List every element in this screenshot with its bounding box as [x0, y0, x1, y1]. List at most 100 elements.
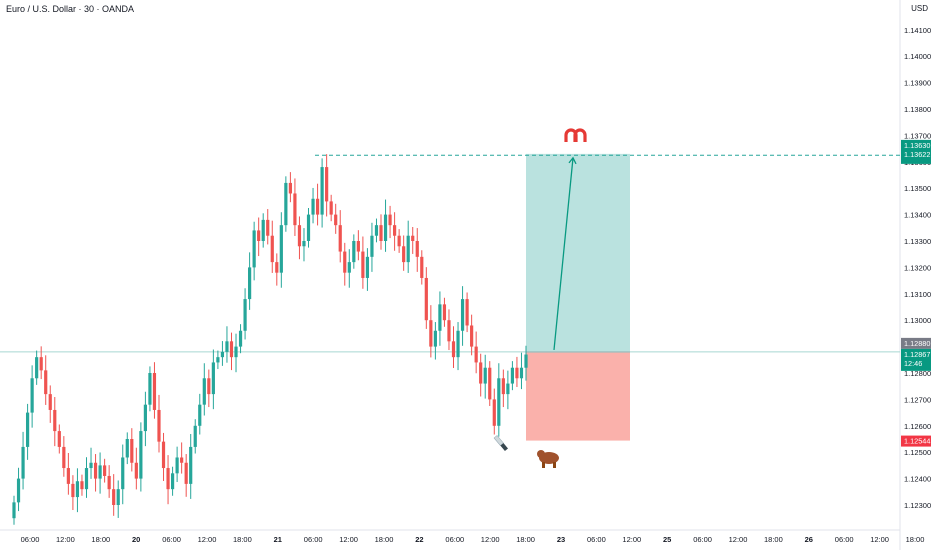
candle-body [470, 325, 474, 347]
candle-body [411, 235, 415, 241]
bear-leg [553, 462, 556, 468]
candle-body [429, 320, 433, 347]
candle-body [252, 230, 256, 268]
candle-body [388, 214, 392, 226]
candle-body [361, 251, 365, 278]
candle-body [383, 214, 388, 241]
candle-body [193, 425, 197, 447]
current-price-label-bg [901, 348, 931, 371]
knife-blade [493, 435, 504, 447]
candle-body [402, 246, 406, 263]
candle-body [510, 367, 515, 384]
candle-body [347, 262, 351, 273]
candle-body [447, 320, 451, 342]
candle-body [229, 341, 234, 358]
x-tick-label: 25 [663, 535, 671, 544]
candle-body [302, 241, 306, 247]
candle-body [325, 167, 329, 202]
candle-body [93, 462, 98, 479]
candle-body [420, 256, 424, 278]
magnet-icon [564, 128, 587, 142]
candle-body [75, 481, 80, 498]
candle-body [35, 357, 39, 379]
candle-body [157, 409, 161, 442]
chart-title: Euro / U.S. Dollar · 30 · OANDA [6, 4, 135, 14]
x-tick-label: 06:00 [162, 535, 181, 544]
x-tick-label: 18:00 [516, 535, 535, 544]
candle-body [284, 182, 288, 226]
candle-body [71, 483, 75, 498]
candle-body [207, 378, 211, 395]
candle-body [161, 441, 166, 469]
candle-body [116, 489, 120, 505]
x-tick-label: 18:00 [233, 535, 252, 544]
knife-handle [500, 443, 508, 452]
candle-body [506, 383, 510, 395]
candle-body [352, 241, 356, 263]
candle-body [465, 299, 469, 326]
candle-body [492, 399, 496, 426]
y-tick-label: 1.12800 [904, 369, 931, 378]
candle-body [515, 367, 519, 379]
candle-body [30, 378, 34, 413]
candle-body [451, 341, 456, 358]
candle-body [320, 167, 324, 215]
candle-body [406, 235, 410, 263]
candle-body [25, 412, 30, 447]
x-tick-label: 22 [415, 535, 423, 544]
stop-price-label-bg [901, 435, 931, 447]
candle-body [202, 378, 206, 405]
currency-label[interactable]: USD [911, 4, 928, 13]
candle-body [44, 370, 48, 395]
current-price-label: 12:46 [904, 359, 922, 368]
y-tick-label: 1.13200 [904, 263, 931, 272]
target-price-label: 1.13622 [904, 150, 930, 159]
candle-body [211, 362, 215, 395]
candle-body [80, 481, 84, 490]
y-tick-label: 1.13100 [904, 290, 931, 299]
candle-body [374, 225, 379, 236]
y-tick-label: 1.14100 [904, 26, 931, 35]
candle-body [112, 489, 116, 505]
candle-body [243, 299, 247, 331]
candle-body [238, 330, 243, 347]
candle-body [143, 404, 147, 432]
candle-body [279, 225, 283, 273]
candle-body [293, 193, 297, 226]
target-price-label-bg [901, 139, 931, 164]
candle-body [234, 346, 238, 358]
candle-body [175, 457, 179, 474]
bear-head [537, 450, 545, 458]
x-tick-label: 12:00 [198, 535, 217, 544]
candle-body [524, 354, 528, 368]
x-tick-label: 06:00 [587, 535, 606, 544]
candle-body [139, 431, 143, 479]
candle-body [442, 304, 447, 321]
candle-body [21, 446, 25, 479]
candle-body [180, 457, 184, 463]
entry-price-label-bg [901, 337, 931, 349]
target-price-label: 1.13630 [904, 141, 930, 150]
y-tick-label: 1.13500 [904, 184, 931, 193]
x-tick-label: 18:00 [764, 535, 783, 544]
candle-body [39, 357, 43, 371]
x-tick-label: 12:00 [870, 535, 889, 544]
candle-body [488, 367, 492, 400]
candle-body [57, 431, 61, 447]
x-tick-label: 06:00 [835, 535, 854, 544]
candle-body [121, 457, 125, 490]
candle-body [338, 225, 342, 252]
candle-body [134, 462, 138, 479]
candle-body [519, 367, 524, 379]
entry-price-label: 1.12880 [904, 339, 930, 348]
candle-body [433, 330, 437, 347]
candle-body [62, 446, 66, 469]
x-tick-label: 26 [805, 535, 813, 544]
x-tick-label: 06:00 [304, 535, 323, 544]
candle-body [220, 351, 225, 358]
candle-body [130, 439, 134, 463]
candle-body [306, 214, 311, 241]
bear-icon [537, 450, 559, 468]
